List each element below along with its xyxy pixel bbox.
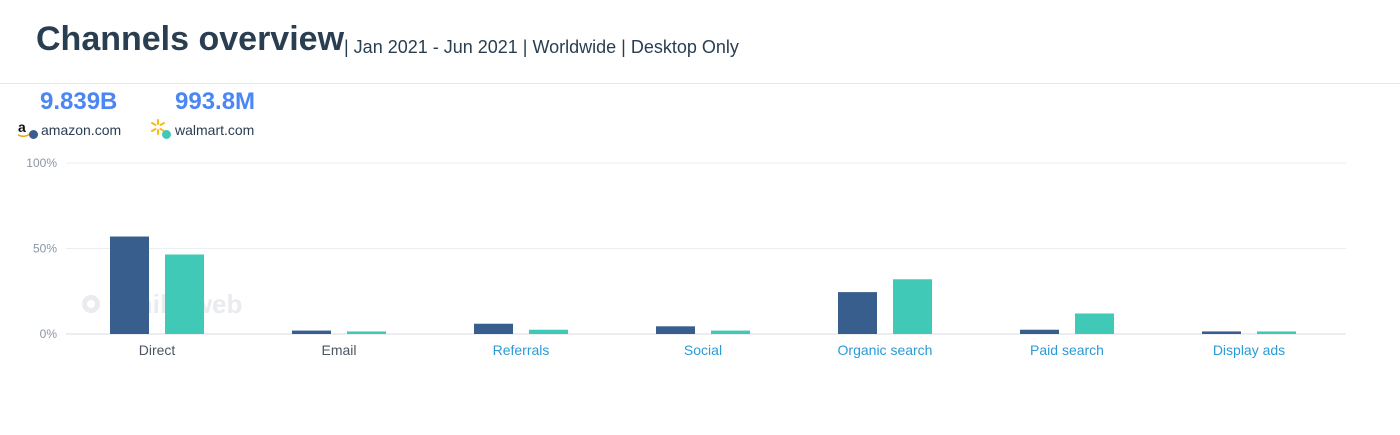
category-label-display-ads[interactable]: Display ads	[1213, 342, 1285, 358]
bar-walmart-com-paid-search[interactable]	[1075, 313, 1114, 334]
bar-walmart-com-display-ads[interactable]	[1257, 331, 1296, 334]
site-name: walmart.com	[175, 122, 255, 138]
similarweb-logo-icon	[82, 295, 100, 313]
amazon-logo-icon: a	[17, 118, 40, 140]
bar-walmart-com-social[interactable]	[711, 330, 750, 334]
bar-walmart-com-organic-search[interactable]	[893, 279, 932, 334]
category-label-referrals[interactable]: Referrals	[493, 342, 550, 358]
channels-bar-chart: 0% 50% 100% similarweb Direct Email Referral…	[26, 156, 1346, 358]
bar-amazon-com-direct[interactable]	[110, 236, 149, 334]
bar-amazon-com-display-ads[interactable]	[1202, 331, 1241, 334]
watermark: similarweb	[82, 289, 242, 319]
y-tick-label: 100%	[26, 156, 57, 170]
bar-walmart-com-referrals[interactable]	[529, 329, 568, 334]
series-color-dot	[162, 130, 171, 139]
site-visits-value: 9.839B	[40, 88, 118, 115]
y-tick-label: 0%	[40, 327, 58, 341]
bar-walmart-com-email[interactable]	[347, 331, 386, 334]
header: Channels overview | Jan 2021 - Jun 2021 …	[0, 0, 1400, 84]
category-label-organic-search[interactable]: Organic search	[838, 342, 933, 358]
svg-text:a: a	[18, 119, 26, 135]
bar-amazon-com-email[interactable]	[292, 330, 331, 334]
bar-amazon-com-referrals[interactable]	[474, 323, 513, 334]
site-name: amazon.com	[41, 122, 122, 138]
bar-amazon-com-paid-search[interactable]	[1020, 329, 1059, 334]
bar-amazon-com-organic-search[interactable]	[838, 292, 877, 334]
bar-amazon-com-social[interactable]	[656, 326, 695, 334]
y-tick-label: 50%	[33, 242, 57, 256]
category-label-direct: Direct	[139, 342, 176, 358]
category-label-paid-search[interactable]: Paid search	[1030, 342, 1104, 358]
category-label-social[interactable]: Social	[684, 342, 722, 358]
site-visits-value: 993.8M	[175, 88, 256, 115]
page-subtitle: | Jan 2021 - Jun 2021 | Worldwide | Desk…	[344, 37, 739, 57]
page-title: Channels overview	[36, 20, 345, 58]
series-color-dot	[29, 130, 38, 139]
category-label-email: Email	[321, 342, 356, 358]
bar-walmart-com-direct[interactable]	[165, 254, 204, 334]
